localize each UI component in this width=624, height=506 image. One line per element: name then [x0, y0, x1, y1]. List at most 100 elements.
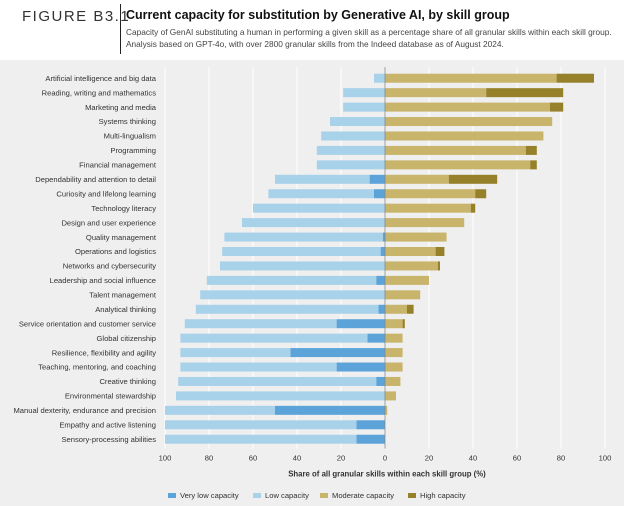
bar-segment [380, 247, 385, 256]
bar-segment [290, 348, 385, 358]
bar-segment [385, 102, 550, 112]
bar-segment [385, 117, 553, 127]
bar-segment [336, 362, 385, 372]
bar-segment [385, 160, 531, 170]
bar-segment [385, 189, 476, 199]
bar-segment [275, 405, 385, 415]
chart-title: Current capacity for substitution by Gen… [126, 8, 510, 22]
legend-swatch [320, 493, 328, 498]
bar-segment [184, 319, 337, 329]
bar-segment [385, 319, 403, 329]
category-label: Leadership and social influence [50, 276, 156, 285]
bar-segment [407, 304, 414, 314]
category-label: Manual dexterity, endurance and precisio… [13, 406, 156, 415]
bar-segment [556, 73, 594, 83]
bar-segment [165, 434, 357, 444]
bar-segment [525, 145, 537, 155]
bar-segment [385, 247, 436, 256]
bar-segment [385, 203, 471, 213]
x-tick-label: 80 [557, 453, 565, 462]
bar-segment [437, 261, 440, 271]
legend-label: High capacity [420, 491, 466, 500]
x-tick-label: 80 [205, 453, 213, 462]
bar-segment [206, 275, 377, 285]
bar-segment [165, 405, 275, 415]
bar-segment [374, 73, 385, 83]
bar-segment [385, 261, 438, 271]
x-tick-label: 0 [383, 453, 387, 462]
category-label: Curiosity and lifelong learning [56, 189, 156, 198]
bar-segment [180, 362, 337, 372]
category-label: Multi-lingualism [104, 132, 156, 141]
bar-segment [486, 88, 564, 98]
bar-segment [385, 88, 487, 98]
bar-segment [178, 376, 377, 386]
figure-label: FIGURE B3.1 [22, 8, 131, 25]
bar-segment [385, 376, 401, 386]
bar-segment [435, 247, 445, 256]
bar-segment [224, 232, 383, 242]
bar-segment [343, 102, 385, 112]
bar-segment [385, 218, 465, 228]
bar-segment [550, 102, 564, 112]
bar-segment [385, 73, 557, 83]
bar-segment [180, 333, 368, 343]
bar-segment [316, 160, 385, 170]
bar-segment [385, 232, 447, 242]
bar-segment [195, 304, 379, 314]
category-label: Teaching, mentoring, and coaching [38, 363, 156, 372]
bar-segment [385, 348, 403, 358]
bar-segment [385, 405, 388, 415]
bar-segment [402, 319, 405, 329]
bar-segment [275, 174, 370, 184]
bar-segment [385, 174, 449, 184]
bar-segment [475, 189, 487, 199]
category-label: Marketing and media [85, 103, 157, 112]
bar-segment [356, 420, 385, 430]
category-label: Dependability and attention to detail [35, 175, 156, 184]
bar-segment [382, 232, 385, 242]
category-label: Programming [110, 146, 156, 155]
legend-swatch [168, 493, 176, 498]
bar-segment [530, 160, 537, 170]
bar-segment [242, 218, 385, 228]
stacked-bar-chart: Artificial intelligence and big data Read… [13, 67, 611, 500]
x-tick-label: 100 [159, 453, 172, 462]
chart-subtitle: Capacity of GenAI substituting a human i… [126, 27, 612, 49]
category-label: Quality management [86, 233, 157, 242]
x-tick-label: 40 [469, 453, 477, 462]
bar-segment [316, 145, 385, 155]
bar-segment [321, 131, 385, 141]
bar-segment [176, 391, 385, 401]
bar-segment [448, 174, 498, 184]
legend-swatch [408, 493, 416, 498]
bar-segment [343, 88, 385, 98]
category-label: Analytical thinking [95, 305, 156, 314]
category-label: Systems thinking [99, 117, 156, 126]
legend-label: Moderate capacity [332, 491, 394, 500]
legend-label: Very low capacity [180, 491, 239, 500]
category-label: Reading, writing and mathematics [42, 88, 157, 97]
bar-segment [356, 434, 385, 444]
x-tick-label: 20 [337, 453, 345, 462]
bar-segment [268, 189, 374, 199]
category-label: Environmental stewardship [65, 392, 156, 401]
bar-segment [367, 333, 385, 343]
bar-segment [165, 420, 357, 430]
header-divider [120, 4, 121, 54]
bar-segment [376, 275, 385, 285]
legend-label: Low capacity [265, 491, 309, 500]
chart-panel: Artificial intelligence and big data Read… [0, 60, 624, 506]
category-label: Service orientation and customer service [19, 319, 156, 328]
bar-segment [378, 304, 385, 314]
bar-segment [330, 117, 385, 127]
bar-segment [385, 333, 403, 343]
bar-segment [385, 290, 421, 300]
x-tick-label: 40 [293, 453, 301, 462]
category-label: Design and user experience [61, 218, 156, 227]
bar-segment [385, 275, 429, 285]
x-axis-title: Share of all granular skills within each… [288, 469, 486, 478]
bar-segment [336, 319, 385, 329]
figure-header: FIGURE B3.1 Current capacity for substit… [0, 0, 624, 58]
bar-segment [385, 131, 544, 141]
